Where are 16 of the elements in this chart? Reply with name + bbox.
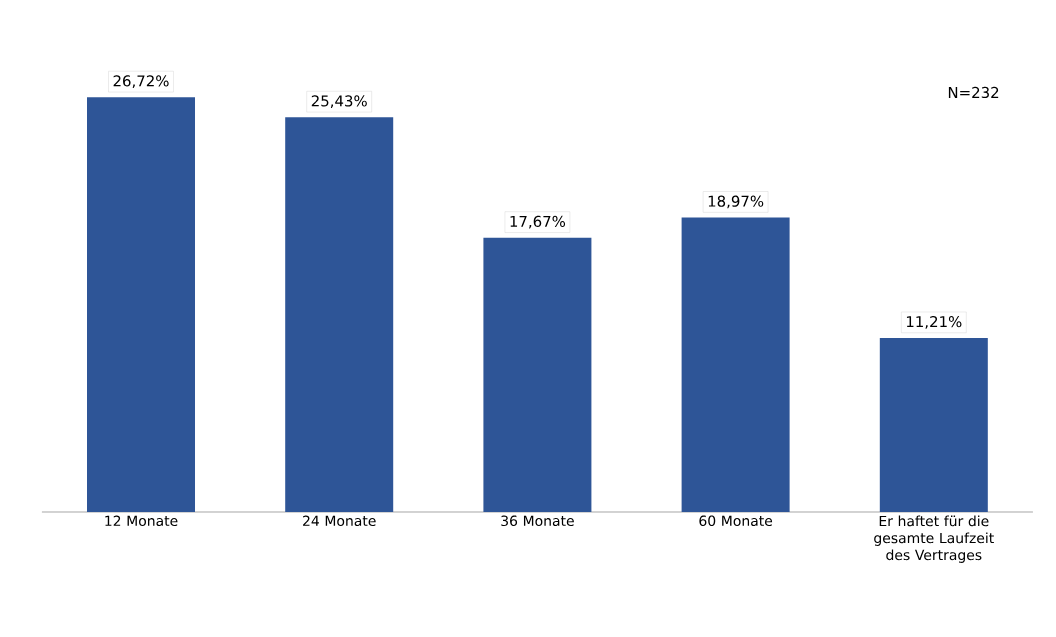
bar	[87, 97, 195, 512]
data-label: 11,21%	[906, 315, 962, 329]
data-label: 18,97%	[708, 195, 764, 209]
data-label: 25,43%	[311, 95, 367, 109]
x-tick-label: 12 Monate	[105, 515, 178, 527]
bar	[483, 237, 592, 512]
data-label: 26,72%	[113, 75, 169, 89]
x-tick-label: 60 Monate	[699, 515, 773, 527]
x-tick-label: 24 Monate	[303, 515, 376, 527]
x-tick-label: Er haftet für die gesamte Laufzeit des Vertrages	[874, 515, 994, 563]
data-label: 17,67%	[510, 215, 566, 229]
x-tick-label: 36 Monate	[501, 515, 574, 527]
annotation: N=232	[948, 86, 999, 99]
bar	[681, 217, 790, 512]
bar	[285, 117, 394, 512]
bar	[879, 338, 988, 512]
